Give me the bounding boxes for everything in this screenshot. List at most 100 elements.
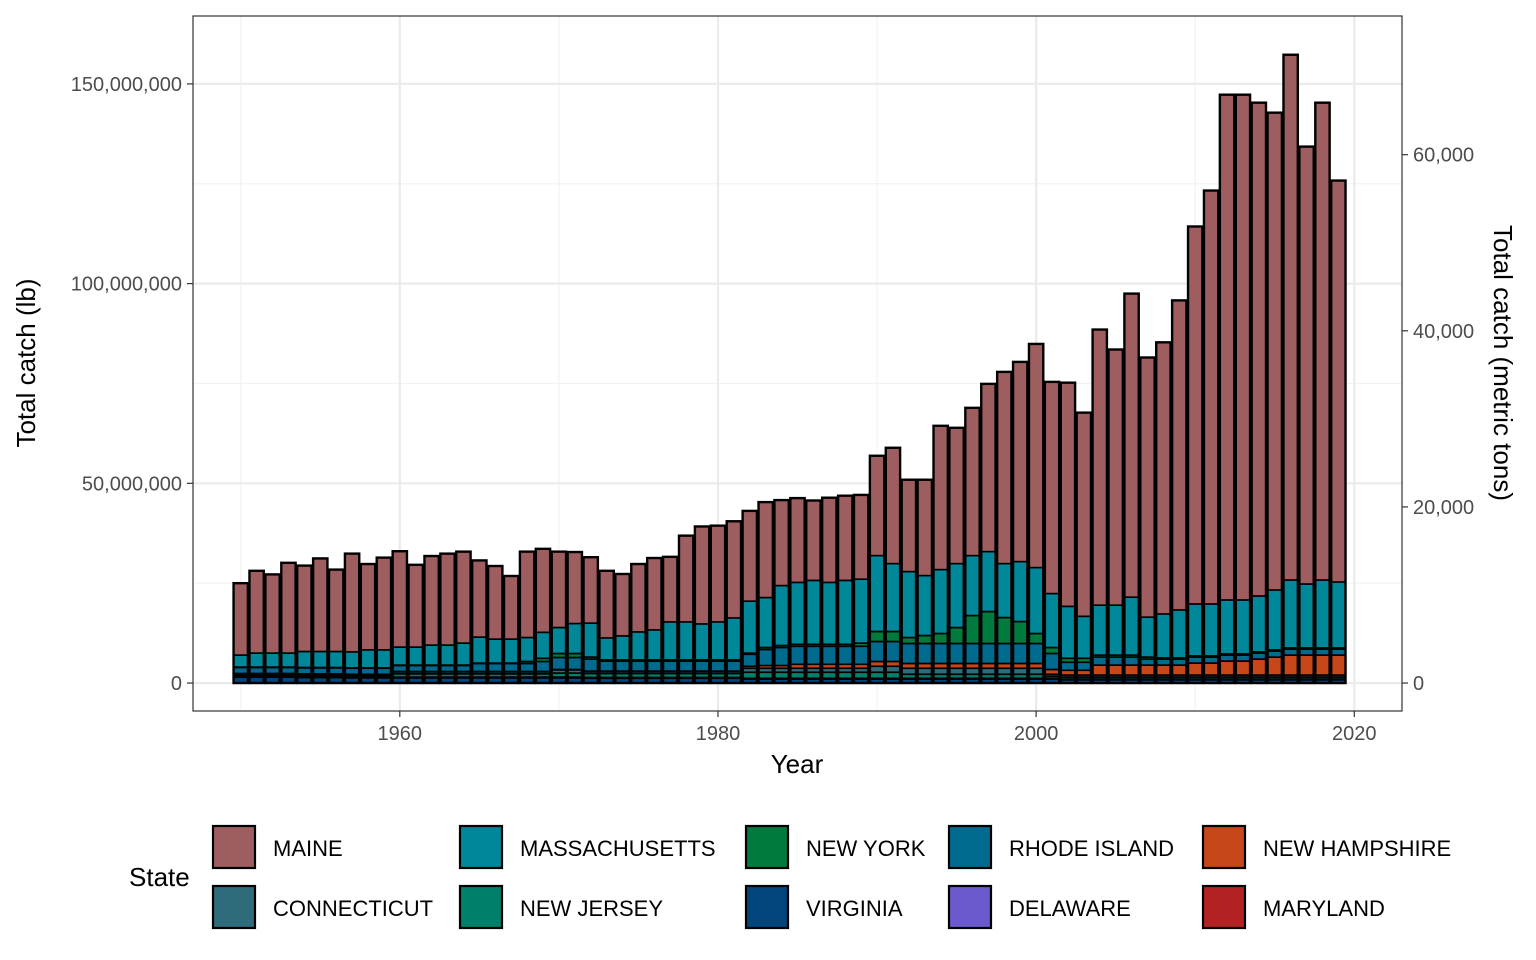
bar-total-outline bbox=[1107, 348, 1125, 685]
bar-segment-maine bbox=[296, 564, 313, 653]
bar-segment-new-york bbox=[1028, 632, 1045, 645]
bar-segment-massachusetts bbox=[980, 550, 997, 613]
bar-segment-maine bbox=[1234, 93, 1251, 601]
legend-key-delaware bbox=[947, 884, 993, 930]
bar-segment-maine bbox=[789, 497, 806, 584]
bar-total-outline bbox=[470, 559, 488, 685]
bar-segment-rhode-island bbox=[821, 645, 838, 666]
axes-layer: 1960 1980 2000 2020 0 50,000,000 100,000,000 15… bbox=[71, 74, 1474, 745]
bar-segment-maine bbox=[900, 478, 917, 573]
bar-total-outline bbox=[359, 562, 377, 685]
bar-segment-massachusetts bbox=[439, 644, 456, 666]
bar-segment-massachusetts bbox=[328, 650, 345, 669]
bar-segment-massachusetts bbox=[646, 629, 663, 661]
secondary-y-axis-title: Total catch (metric tons) bbox=[1488, 225, 1518, 501]
bar-segment-new-york bbox=[869, 630, 885, 643]
bar-segment-maine bbox=[837, 494, 854, 582]
legend-label-new-jersey: NEW JERSEY bbox=[520, 896, 663, 921]
bar-segment-massachusetts bbox=[1044, 592, 1060, 649]
bar-segment-rhode-island bbox=[614, 660, 631, 672]
bar-segment-new-york bbox=[916, 634, 933, 645]
y2-tick-label: 0 bbox=[1413, 673, 1424, 695]
bar-segment-massachusetts bbox=[582, 622, 599, 658]
bar-segment-massachusetts bbox=[296, 650, 313, 669]
bar-segment-massachusetts bbox=[1028, 566, 1045, 635]
bar-segment-rhode-island bbox=[391, 664, 408, 673]
bar-segment-new-hampshire bbox=[1282, 654, 1299, 676]
bar-segment-maine bbox=[1107, 348, 1124, 606]
bar-segment-massachusetts bbox=[1075, 615, 1092, 660]
bar-segment-new-york bbox=[1012, 620, 1029, 645]
bar-segment-massachusetts bbox=[1139, 616, 1156, 658]
bar-segment-massachusetts bbox=[391, 646, 408, 666]
bar-total-outline bbox=[232, 581, 250, 685]
bar-segment-massachusetts bbox=[423, 644, 440, 666]
bar-segment-rhode-island bbox=[1298, 648, 1315, 656]
bar-segment-rhode-island bbox=[646, 660, 663, 672]
bar-segment-new-jersey bbox=[789, 671, 806, 680]
bar-total-outline bbox=[980, 382, 997, 685]
bar-segment-rhode-island bbox=[869, 640, 885, 663]
bar-segment-rhode-island bbox=[1330, 648, 1347, 656]
bar-segment-maine bbox=[662, 556, 679, 623]
bar-segment-new-york bbox=[932, 632, 949, 645]
bar-total-outline bbox=[534, 547, 552, 685]
bar-segment-maine bbox=[1028, 343, 1045, 569]
bar-segment-rhode-island bbox=[1314, 648, 1331, 656]
bar-segment-rhode-island bbox=[232, 666, 249, 675]
bar-segment-massachusetts bbox=[360, 649, 376, 669]
bar-segment-rhode-island bbox=[328, 667, 345, 675]
bar-total-outline bbox=[614, 572, 631, 685]
bar-segment-maine bbox=[232, 582, 249, 656]
bar-segment-rhode-island bbox=[805, 645, 822, 666]
bar-segment-rhode-island bbox=[360, 667, 376, 676]
bar-total-outline bbox=[693, 525, 711, 685]
bar-total-outline bbox=[948, 426, 965, 685]
bar-segment-rhode-island bbox=[1219, 654, 1235, 662]
legend-label-new-hampshire: NEW HAMPSHIRE bbox=[1263, 836, 1451, 861]
bar-segment-massachusetts bbox=[535, 631, 551, 660]
bar-segment-massachusetts bbox=[916, 574, 933, 637]
bar-segment-maine bbox=[407, 564, 424, 648]
bar-segment-massachusetts bbox=[837, 579, 854, 646]
bar-total-outline bbox=[1298, 145, 1315, 685]
bar-segment-maine bbox=[503, 575, 520, 640]
bar-segment-rhode-island bbox=[900, 642, 917, 665]
bar-segment-maine bbox=[423, 555, 440, 646]
bar-total-outline bbox=[486, 564, 504, 685]
bar-segment-massachusetts bbox=[1314, 579, 1331, 649]
bar-total-outline bbox=[757, 500, 775, 685]
bar-segment-massachusetts bbox=[996, 562, 1013, 619]
bar-segment-new-jersey bbox=[805, 671, 822, 680]
bar-segment-maine bbox=[1123, 292, 1140, 598]
bar-segment-maine bbox=[773, 499, 790, 587]
bar-segment-maine bbox=[821, 496, 838, 584]
bar-segment-rhode-island bbox=[996, 642, 1013, 665]
bar-total-outline bbox=[343, 552, 361, 685]
bar-segment-massachusetts bbox=[566, 622, 583, 655]
legend-key-maine bbox=[211, 824, 257, 870]
bar-segment-new-hampshire bbox=[1250, 658, 1267, 676]
bar-segment-new-jersey bbox=[869, 671, 885, 680]
y-tick-label: 50,000,000 bbox=[82, 473, 182, 495]
bar-segment-maine bbox=[710, 524, 726, 623]
bar-segment-massachusetts bbox=[853, 578, 870, 644]
bar-total-outline bbox=[900, 478, 918, 685]
bar-total-outline bbox=[1330, 179, 1347, 685]
bar-segment-new-jersey bbox=[757, 671, 774, 680]
bar-segment-maine bbox=[1250, 101, 1267, 597]
bar-segment-maine bbox=[1155, 341, 1172, 615]
legend-key-connecticut bbox=[211, 884, 257, 930]
legend-label-maine: MAINE bbox=[273, 836, 343, 861]
bar-segment-rhode-island bbox=[1282, 648, 1299, 656]
bar-segment-rhode-island bbox=[837, 645, 854, 666]
x-tick-label: 1980 bbox=[696, 723, 741, 745]
bar-segment-maine bbox=[1266, 111, 1283, 591]
bar-segment-new-york bbox=[980, 610, 997, 645]
bar-total-outline bbox=[1075, 411, 1093, 685]
bar-segment-new-jersey bbox=[821, 671, 838, 680]
bar-segment-massachusetts bbox=[741, 600, 758, 654]
bar-segment-maine bbox=[519, 550, 536, 639]
bar-segment-new-hampshire bbox=[1298, 654, 1315, 676]
plot-panel-border bbox=[192, 15, 1403, 712]
